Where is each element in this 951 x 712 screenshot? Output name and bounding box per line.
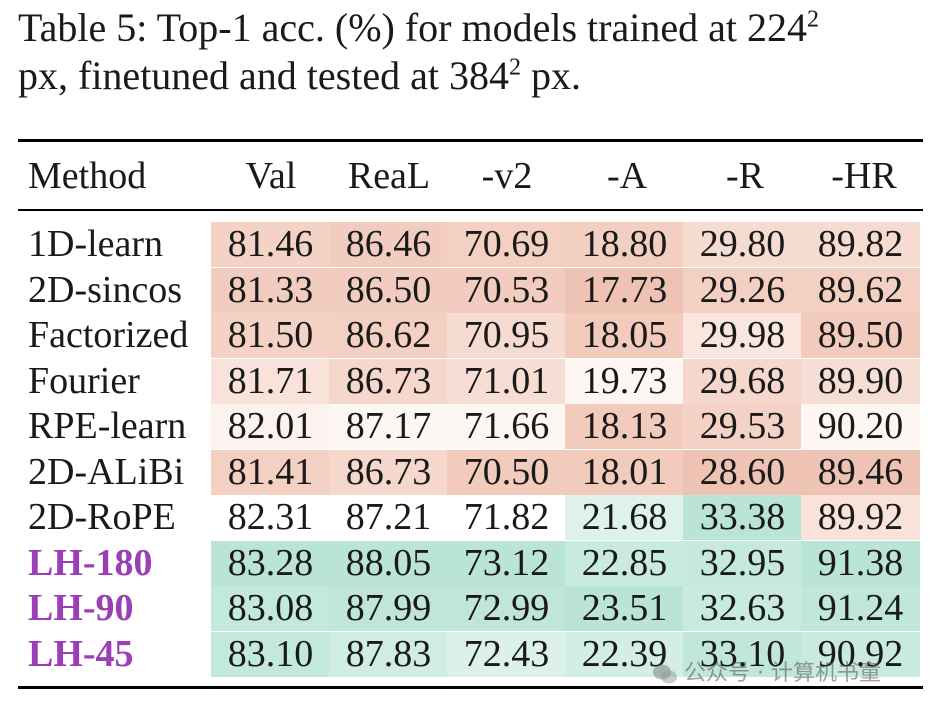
table-cell: 83.08 xyxy=(211,586,330,631)
table-cell: 86.46 xyxy=(329,222,448,267)
table-cell: 87.17 xyxy=(329,404,448,449)
table-cell: 88.05 xyxy=(329,540,448,586)
table-cell: 18.80 xyxy=(565,222,684,267)
header-r: -R xyxy=(726,155,764,197)
table-cell: 22.39 xyxy=(565,631,684,677)
row-method: Factorized xyxy=(28,314,189,356)
table-cell: 32.63 xyxy=(683,586,802,631)
table-cell: 89.82 xyxy=(801,222,920,267)
table-cell: 86.73 xyxy=(329,449,448,495)
table-caption: Table 5: Top-1 acc. (%) for models train… xyxy=(18,4,943,100)
table-cell: 70.95 xyxy=(447,313,566,358)
table-top-rule xyxy=(18,139,923,142)
header-a: -A xyxy=(606,155,648,197)
row-method: LH-90 xyxy=(28,587,134,629)
table-cell: 72.99 xyxy=(447,586,566,631)
row-method: Fourier xyxy=(28,359,140,402)
table-cell: 17.73 xyxy=(565,267,684,313)
table-cell: 18.01 xyxy=(565,449,684,495)
table-cell: 33.38 xyxy=(683,495,802,540)
table-cell: 18.13 xyxy=(565,404,684,449)
caption-suffix: px. xyxy=(520,53,581,98)
table-cell: 89.50 xyxy=(801,313,920,358)
table-cell: 28.60 xyxy=(683,449,802,495)
table-cell: 71.66 xyxy=(447,404,566,449)
row-method: 2D-sincos xyxy=(28,268,183,311)
row-method: LH-180 xyxy=(28,541,153,584)
table-cell: 87.99 xyxy=(329,586,448,631)
table-cell: 29.26 xyxy=(683,267,802,313)
row-method: LH-45 xyxy=(28,632,134,675)
header-real: ReaL xyxy=(347,155,431,197)
table-cell: 71.01 xyxy=(447,358,566,404)
table-bottom-rule xyxy=(18,686,923,689)
table-cell: 82.01 xyxy=(211,404,330,449)
row-method: RPE-learn xyxy=(28,405,187,447)
caption-mid: px, finetuned and tested at 384 xyxy=(18,53,509,98)
table-cell: 89.46 xyxy=(801,449,920,495)
table-cell: 90.20 xyxy=(801,404,920,449)
table-cell: 83.28 xyxy=(211,540,330,586)
table-cell: 29.80 xyxy=(683,222,802,267)
table-cell: 87.83 xyxy=(329,631,448,677)
table-cell: 86.73 xyxy=(329,358,448,404)
table-cell: 32.95 xyxy=(683,540,802,586)
table-cell: 18.05 xyxy=(565,313,684,358)
table-cell: 29.98 xyxy=(683,313,802,358)
table-cell: 81.71 xyxy=(211,358,330,404)
table-cell: 90.92 xyxy=(801,631,920,677)
table-cell: 70.53 xyxy=(447,267,566,313)
table-cell: 71.82 xyxy=(447,495,566,540)
table-cell: 86.62 xyxy=(329,313,448,358)
table-cell: 72.43 xyxy=(447,631,566,677)
table-cell: 73.12 xyxy=(447,540,566,586)
table-cell: 82.31 xyxy=(211,495,330,540)
table-cell: 21.68 xyxy=(565,495,684,540)
table-cell: 22.85 xyxy=(565,540,684,586)
table-cell: 23.51 xyxy=(565,586,684,631)
table-cell: 89.90 xyxy=(801,358,920,404)
caption-prefix: Table 5: Top-1 acc. (%) for models train… xyxy=(18,5,807,50)
table-cell: 89.62 xyxy=(801,267,920,313)
table-cell: 91.24 xyxy=(801,586,920,631)
caption-sup2: 2 xyxy=(508,54,521,81)
header-v2: -v2 xyxy=(481,155,533,197)
table-cell: 29.68 xyxy=(683,358,802,404)
row-method: 2D-ALiBi xyxy=(28,450,185,493)
table-cell: 29.53 xyxy=(683,404,802,449)
table-cell: 81.41 xyxy=(211,449,330,495)
table-cell: 33.10 xyxy=(683,631,802,677)
table-cell: 86.50 xyxy=(329,267,448,313)
table-cell: 87.21 xyxy=(329,495,448,540)
watermark-text: 公众号 · 计算机书童 xyxy=(684,661,881,686)
table-cell: 70.50 xyxy=(447,449,566,495)
header-method: Method xyxy=(28,155,147,197)
table-cell: 81.33 xyxy=(211,267,330,313)
wechat-icon xyxy=(653,664,677,684)
table-header-rule xyxy=(18,209,923,211)
table-cell: 19.73 xyxy=(565,358,684,404)
table-cell: 81.50 xyxy=(211,313,330,358)
caption-sup1: 2 xyxy=(806,6,819,33)
row-method: 2D-RoPE xyxy=(28,496,176,538)
row-method: 1D-learn xyxy=(28,223,164,265)
header-val: Val xyxy=(245,155,297,197)
header-hr: -HR xyxy=(831,155,897,197)
table-cell: 91.38 xyxy=(801,540,920,586)
watermark: 公众号 · 计算机书童 xyxy=(652,658,881,690)
table-cell: 81.46 xyxy=(211,222,330,267)
table-cell: 70.69 xyxy=(447,222,566,267)
table-cell: 89.92 xyxy=(801,495,920,540)
table-cell: 83.10 xyxy=(211,631,330,677)
